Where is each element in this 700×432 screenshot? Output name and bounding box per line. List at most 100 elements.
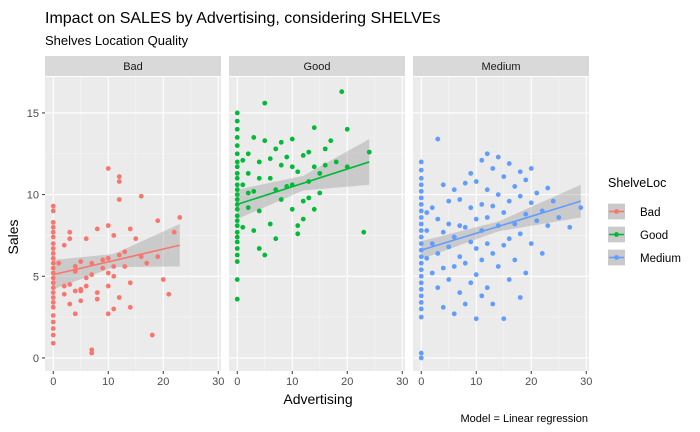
data-point: [523, 270, 529, 276]
data-point: [234, 118, 240, 124]
data-point: [429, 270, 435, 276]
data-point: [512, 184, 518, 189]
data-point: [111, 233, 117, 238]
data-point: [267, 156, 273, 162]
data-point: [457, 254, 463, 260]
data-point: [333, 159, 339, 165]
data-point: [127, 304, 133, 310]
data-point: [295, 169, 301, 175]
data-point: [256, 208, 262, 214]
data-point: [256, 159, 262, 165]
data-point: [539, 251, 545, 256]
data-point: [545, 223, 551, 229]
data-point: [435, 251, 441, 256]
data-point: [295, 223, 301, 229]
x-tick-label: 20: [341, 376, 353, 388]
data-point: [435, 216, 441, 222]
data-point: [234, 135, 240, 140]
panel-background: [229, 77, 405, 371]
x-tick-label: 20: [157, 376, 169, 388]
data-point: [479, 157, 485, 163]
data-point: [50, 219, 56, 225]
facet-strip: [413, 56, 589, 76]
data-point: [300, 153, 306, 158]
data-point: [446, 277, 452, 282]
data-point: [295, 231, 301, 237]
panel-medium: Medium 0 10 20 30: [413, 56, 592, 388]
data-point: [306, 149, 312, 155]
data-point: [578, 205, 584, 211]
data-point: [116, 252, 122, 258]
data-point: [418, 221, 424, 227]
data-point: [284, 154, 290, 160]
x-tick-label: 0: [234, 376, 240, 388]
data-point: [234, 197, 240, 202]
data-point: [67, 282, 73, 287]
data-point: [289, 206, 295, 212]
data-point: [424, 210, 430, 215]
facet-panels: Bad 0 10 20 30 0 5 10 15 Good 0 10 20 30 Medium 0 10 20 30: [27, 56, 592, 388]
data-point: [457, 290, 463, 295]
data-point: [317, 190, 323, 196]
data-point: [94, 296, 100, 302]
data-point: [528, 166, 534, 171]
data-point: [435, 285, 441, 291]
data-point: [262, 138, 268, 144]
data-point: [50, 300, 56, 305]
data-point: [534, 218, 540, 224]
data-point: [50, 340, 56, 346]
data-point: [289, 164, 295, 170]
data-point: [50, 203, 56, 209]
data-point: [234, 229, 240, 235]
data-point: [138, 193, 144, 199]
data-point: [418, 167, 424, 173]
legend-key-point: [614, 209, 619, 214]
regression-line: [421, 200, 581, 251]
data-point: [501, 316, 507, 322]
data-point: [501, 174, 507, 180]
data-point: [451, 234, 457, 240]
data-point: [133, 236, 139, 242]
x-tick-label: 30: [580, 376, 592, 388]
confidence-band: [237, 139, 370, 220]
data-point: [111, 306, 117, 312]
data-point: [311, 125, 317, 131]
data-point: [517, 169, 523, 175]
data-point: [105, 270, 111, 276]
data-point: [67, 236, 73, 242]
data-point: [506, 198, 512, 204]
legend-label-medium: Medium: [640, 253, 681, 265]
data-point: [155, 218, 161, 224]
regression-line: [237, 161, 370, 206]
data-point: [468, 205, 474, 211]
data-point: [473, 272, 479, 278]
panel-bad: Bad 0 10 20 30 0 5 10 15: [27, 56, 224, 388]
data-point: [440, 265, 446, 271]
data-point: [512, 221, 518, 227]
data-point: [418, 293, 424, 299]
data-point: [506, 277, 512, 282]
data-point: [311, 164, 317, 170]
data-point: [234, 296, 240, 302]
data-point: [462, 180, 468, 186]
data-point: [424, 255, 430, 261]
data-point: [306, 195, 312, 201]
data-point: [462, 301, 468, 307]
data-point: [234, 143, 240, 149]
data-point: [479, 202, 485, 207]
data-point: [251, 188, 257, 194]
data-point: [545, 185, 551, 191]
confidence-band: [53, 224, 180, 290]
data-point: [127, 226, 133, 232]
data-point: [366, 149, 372, 155]
data-point: [166, 291, 172, 297]
x-tick-label: 20: [525, 376, 537, 388]
data-point: [418, 254, 424, 260]
data-point: [446, 244, 452, 250]
data-point: [138, 254, 144, 260]
data-point: [94, 290, 100, 295]
facet-strip: [229, 56, 405, 76]
data-point: [234, 187, 240, 193]
facet-strip-label: Good: [304, 61, 331, 73]
data-point: [50, 280, 56, 286]
